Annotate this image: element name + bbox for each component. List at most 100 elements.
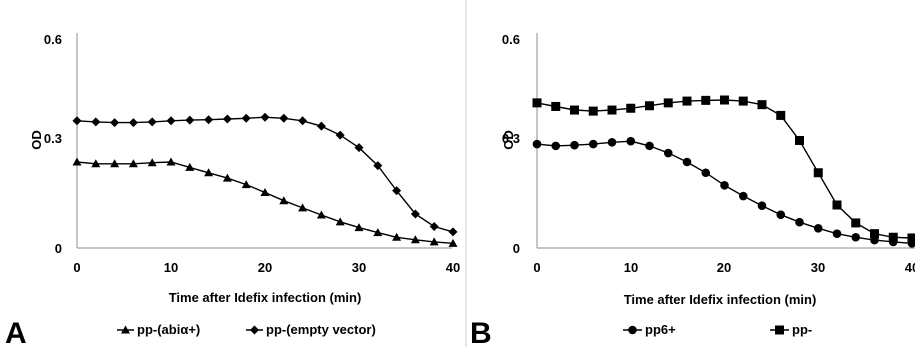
panel-a-series-1-point-10: [260, 112, 270, 122]
panel-a-legend: pp-(abiα+) pp-(empty vector): [117, 322, 376, 337]
panel-a-series-1-point-17: [392, 186, 402, 196]
panel-a-series-0-line: [76, 161, 454, 244]
panel-a-xtick-label-0: 0: [73, 260, 80, 275]
panel-a-xtick-label-2: 20: [258, 260, 272, 275]
panel-b-series-0-point-5: [626, 136, 636, 146]
panel-b-ytick-label-0: 0: [513, 241, 520, 256]
panel-b-series-0-point-9: [701, 168, 711, 178]
panel-a-series-1-point-8: [222, 114, 232, 124]
panel-a-series-1-point-9: [241, 113, 251, 123]
panel-b-series-0-point-0: [532, 139, 542, 149]
panel-a-series-1-point-15: [354, 143, 364, 153]
panel-a-series-1-point-19: [429, 222, 439, 231]
panel-b-series-1-point-13: [776, 110, 786, 120]
panel-b-series-0-point-13: [776, 210, 786, 219]
panel-b-series-1-point-17: [851, 218, 861, 228]
panel-a-letter: A: [5, 317, 27, 347]
panel-b-series-1-point-0: [532, 98, 542, 108]
panel-a-series-1-point-4: [147, 117, 157, 127]
panel-a-series-0-point-19: [429, 237, 439, 246]
panel-a-series-1-point-18: [410, 209, 420, 219]
panel-b-series-0-point-14: [795, 217, 804, 227]
panel-b-letter: B: [470, 317, 492, 347]
panel-b-xtick-label-0: 0: [533, 260, 540, 275]
panel-b-series-1-point-1: [551, 101, 561, 111]
panel-b-series-0-point-6: [645, 141, 654, 151]
panel-b-legend-marker-0: [628, 325, 637, 335]
panel-a-series-1-point-13: [316, 121, 326, 131]
panel-b-xtick-label-2: 20: [717, 260, 731, 275]
panel-a-series-0-point-6: [185, 162, 195, 171]
panel-b-series-0-point-3: [588, 139, 598, 149]
panel-a-series-1-point-12: [298, 116, 308, 126]
panel-b-ytick-label-2: 0.6: [502, 32, 520, 47]
panel-b-series-1-point-7: [663, 98, 673, 108]
panel-b-legend-label-0: pp6+: [645, 322, 676, 337]
panel-b-legend-key-1: [770, 325, 789, 335]
panel-b-ytick-label-1: 0.3: [502, 131, 520, 146]
panel-a-legend-label-1: pp-(empty vector): [266, 322, 376, 337]
panel-a-series-0-point-5: [166, 157, 176, 166]
panel-b-legend: pp6+ pp-: [623, 322, 812, 337]
panel-a-series-1-point-1: [91, 117, 101, 127]
panel-a-xtick-label-4: 40: [446, 260, 460, 275]
panel-b-series-1-point-8: [682, 96, 692, 106]
panel-b: 0 0.3 0.6 0 10 20 30 40 Time after Idefi…: [470, 32, 915, 347]
panel-b-series-1-point-10: [720, 95, 729, 105]
panel-a-series-1-line: [76, 116, 454, 233]
panel-b-series-1-point-18: [870, 229, 879, 239]
panel-b-series-1-point-5: [626, 103, 636, 113]
panel-a-series-1-point-11: [279, 113, 289, 123]
panel-a-legend-marker-1: [250, 325, 259, 335]
panel-b-series-0-point-4: [607, 137, 617, 147]
panel-b-series-1-point-4: [607, 105, 617, 115]
panel-a-series-0-point-10: [260, 187, 270, 196]
panel-a-series-0-point-16: [373, 228, 383, 237]
panel-a-series-0-point-12: [298, 203, 308, 212]
panel-a-legend-label-0: pp-(abiα+): [137, 322, 200, 337]
panel-b-series-0-point-17: [851, 232, 861, 242]
panel-b-xtick-label-4: 40: [905, 260, 915, 275]
panel-a-series-0-point-2: [110, 159, 120, 168]
panel-a-ytick-label-0: 0: [55, 241, 62, 256]
panel-b-xtick-label-1: 10: [624, 260, 638, 275]
panel-a-series-0-point-11: [279, 196, 289, 205]
panel-a-ytick-label-2: 0.6: [44, 32, 62, 47]
panel-a: 0 0.3 0.6 0 10 20 30 40 Time after Idefi…: [5, 32, 460, 347]
panel-b-series-1-point-9: [701, 95, 711, 105]
panel-a-series-1-point-2: [110, 118, 120, 128]
panel-a-legend-key-0: [117, 325, 134, 334]
panel-a-series-0-point-17: [392, 232, 402, 241]
panel-b-series-0-point-10: [720, 180, 729, 190]
panel-a-series-0-point-1: [91, 159, 101, 168]
panel-b-series-0-point-2: [570, 140, 579, 150]
panel-b-y-axis-title: OD: [501, 130, 516, 150]
panel-a-series-0-point-20: [448, 238, 458, 247]
panel-a-series-1-point-14: [335, 130, 345, 140]
panel-a-series-1-point-5: [166, 116, 176, 126]
panel-a-series-0-point-8: [222, 173, 232, 182]
panel-b-legend-label-1: pp-: [792, 322, 812, 337]
panel-b-legend-key-0: [623, 325, 642, 335]
panel-a-ytick-label-1: 0.3: [44, 131, 62, 146]
panel-a-series-1-point-0: [72, 116, 82, 126]
panel-b-series-1-point-11: [738, 96, 748, 106]
panel-a-xtick-label-1: 10: [164, 260, 178, 275]
panel-a-series-0-point-0: [72, 157, 82, 166]
panel-b-series-0-point-1: [551, 141, 561, 151]
panel-a-series-1-point-7: [204, 115, 214, 125]
panel-b-series-1-point-20: [907, 233, 915, 243]
panel-b-series-0-point-16: [832, 229, 842, 238]
panel-a-series-0-point-7: [204, 168, 214, 177]
panel-a-xtick-label-3: 30: [352, 260, 366, 275]
panel-b-series: [532, 95, 915, 248]
panel-b-legend-marker-1: [775, 325, 784, 335]
panel-a-y-axis-title: OD: [29, 130, 44, 150]
panel-a-series-0-point-15: [354, 223, 364, 232]
panel-b-series-1-point-19: [888, 232, 898, 242]
panel-b-series-1-point-16: [832, 200, 842, 210]
panel-a-series-0-point-3: [128, 159, 138, 168]
panel-b-series-0-point-15: [813, 223, 823, 233]
panel-b-series-1-point-2: [570, 105, 579, 115]
